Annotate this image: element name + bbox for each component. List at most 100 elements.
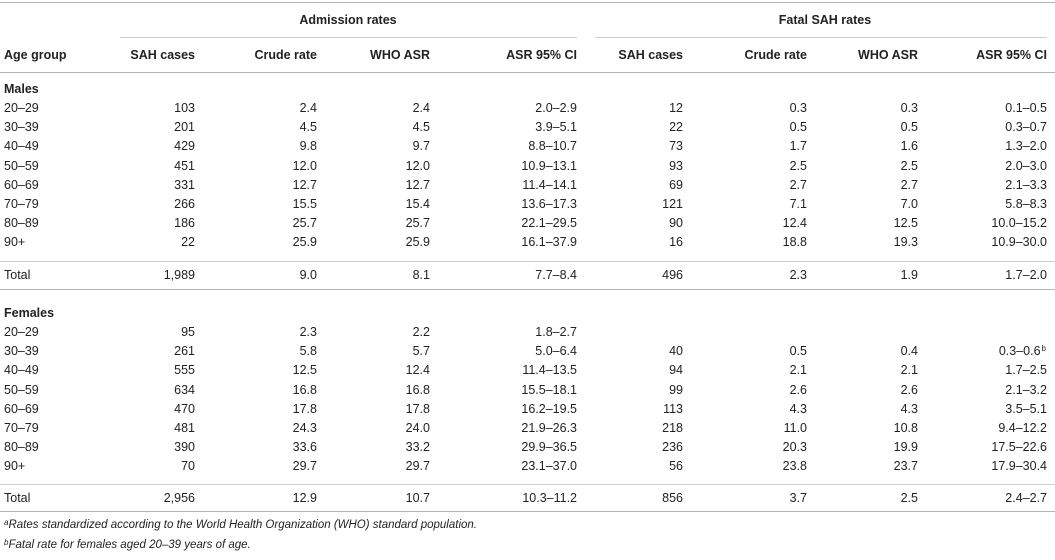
header-admission-rates: Admission rates <box>299 13 397 27</box>
fatal-asr-ci-value: 0.3–0.6b <box>999 344 1046 358</box>
fatal-who-asr-value: 0.5 <box>900 120 918 134</box>
section-bottom-rule <box>0 289 1055 290</box>
sah-cases-value: 95 <box>181 325 195 339</box>
crude-rate-value: 15.5 <box>292 197 317 211</box>
asr-ci-value: 3.9–5.1 <box>535 120 577 134</box>
fatal-asr-ci-value: 17.9–30.4 <box>991 459 1047 473</box>
fatal-asr-ci-value-text: 0.3–0.6 <box>998 344 1041 358</box>
crude-rate-value: 12.0 <box>292 159 317 173</box>
fatal-sah-cases-value: 236 <box>662 440 683 454</box>
row-label: 30–39 <box>4 344 39 358</box>
who-asr-value: 17.8 <box>405 402 430 416</box>
sah-cases-value: 481 <box>174 421 195 435</box>
footnote-b-marker: b <box>1041 344 1046 353</box>
total-fatal-crude-rate: 2.3 <box>789 268 807 282</box>
fatal-sah-cases-value: 93 <box>669 159 683 173</box>
column-header-sah-cases: SAH cases <box>130 48 195 62</box>
row-label: 70–79 <box>4 197 39 211</box>
crude-rate-value: 4.5 <box>299 120 317 134</box>
header-fatal-sah-rates: Fatal SAH rates <box>778 13 872 27</box>
fatal-asr-ci-value: 5.8–8.3 <box>1005 197 1047 211</box>
fatal-crude-rate-value: 18.8 <box>782 235 807 249</box>
fatal-sah-cases-value: 121 <box>662 197 683 211</box>
sah-cases-value: 261 <box>174 344 195 358</box>
fatal-who-asr-value: 0.3 <box>900 101 918 115</box>
crude-rate-value: 12.5 <box>292 363 317 377</box>
asr-ci-value: 5.0–6.4 <box>535 344 577 358</box>
sah-cases-value: 22 <box>181 235 195 249</box>
fatal-asr-ci-value: 0.1–0.5 <box>1005 101 1047 115</box>
column-header-asr-ci: ASR 95% CI <box>506 48 577 62</box>
column-header-fatal-crude-rate: Crude rate <box>744 48 807 62</box>
fatal-crude-rate-value: 7.1 <box>789 197 807 211</box>
fatal-asr-ci-value: 17.5–22.6 <box>991 440 1047 454</box>
fatal-who-asr-value: 7.0 <box>900 197 918 211</box>
fatal-crude-rate-value: 4.3 <box>789 402 807 416</box>
who-asr-value: 2.4 <box>412 101 430 115</box>
total-who-asr: 10.7 <box>405 491 430 505</box>
fatal-crude-rate-value: 0.5 <box>789 120 807 134</box>
asr-ci-value: 2.0–2.9 <box>535 101 577 115</box>
total-fatal-asr-ci: 2.4–2.7 <box>1005 491 1047 505</box>
data-table: Admission rates Fatal SAH rates Age group S… <box>0 2 1055 512</box>
total-crude-rate: 9.0 <box>299 268 317 282</box>
asr-ci-value: 22.1–29.5 <box>521 216 577 230</box>
crude-rate-value: 17.8 <box>292 402 317 416</box>
total-asr-ci: 7.7–8.4 <box>535 268 577 282</box>
total-asr-ci: 10.3–11.2 <box>522 491 577 505</box>
who-asr-value: 33.2 <box>405 440 430 454</box>
crude-rate-value: 2.3 <box>299 325 317 339</box>
asr-ci-value: 15.5–18.1 <box>521 383 577 397</box>
fatal-crude-rate-value: 11.0 <box>783 421 807 435</box>
sah-cases-value: 634 <box>174 383 195 397</box>
fatal-crude-rate-value: 2.1 <box>789 363 807 377</box>
fatal-asr-ci-value: 2.0–3.0 <box>1005 159 1047 173</box>
fatal-asr-ci-value: 1.3–2.0 <box>1005 139 1047 153</box>
fatal-who-asr-value: 12.5 <box>893 216 918 230</box>
asr-ci-value: 8.8–10.7 <box>528 139 577 153</box>
total-fatal-sah-cases: 496 <box>662 268 683 282</box>
fatal-crude-rate-value: 2.5 <box>789 159 807 173</box>
fatal-who-asr-value: 4.3 <box>900 402 918 416</box>
who-asr-value: 16.8 <box>405 383 430 397</box>
total-fatal-crude-rate: 3.7 <box>789 491 807 505</box>
column-header-crude-rate: Crude rate <box>254 48 317 62</box>
crude-rate-value: 25.9 <box>292 235 317 249</box>
fatal-who-asr-value: 2.7 <box>900 178 918 192</box>
fatal-asr-ci-value: 10.0–15.2 <box>991 216 1047 230</box>
fatal-sah-cases-value: 90 <box>669 216 683 230</box>
asr-ci-value: 11.4–13.5 <box>522 363 577 377</box>
crude-rate-value: 25.7 <box>292 216 317 230</box>
fatal-sah-cases-value: 22 <box>669 120 683 134</box>
column-header-fatal-sah-cases: SAH cases <box>618 48 683 62</box>
fatal-sah-cases-value: 218 <box>662 421 683 435</box>
fatal-sah-cases-value: 16 <box>669 235 683 249</box>
total-fatal-who-asr: 1.9 <box>900 268 918 282</box>
section-title-males: Males <box>4 82 39 96</box>
who-asr-value: 15.4 <box>405 197 430 211</box>
total-top-rule <box>0 261 1055 262</box>
fatal-sah-cases-value: 99 <box>669 383 683 397</box>
fatal-who-asr-value: 2.1 <box>900 363 918 377</box>
fatal-asr-ci-value: 9.4–12.2 <box>998 421 1047 435</box>
fatal-crude-rate-value: 2.6 <box>789 383 807 397</box>
row-label: 20–29 <box>4 101 39 115</box>
fatal-who-asr-value: 23.7 <box>893 459 918 473</box>
asr-ci-value: 11.4–14.1 <box>522 178 577 192</box>
admission-group-rule <box>120 37 577 38</box>
section-bottom-rule <box>0 511 1055 512</box>
fatal-sah-cases-value: 113 <box>663 402 683 416</box>
row-label: 90+ <box>4 459 26 473</box>
crude-rate-value: 12.7 <box>292 178 317 192</box>
section-title-females: Females <box>4 306 55 320</box>
asr-ci-value: 1.8–2.7 <box>535 325 577 339</box>
asr-ci-value: 16.1–37.9 <box>521 235 577 249</box>
fatal-asr-ci-value: 0.3–0.7 <box>1005 120 1047 134</box>
who-asr-value: 24.0 <box>405 421 430 435</box>
crude-rate-value: 16.8 <box>292 383 317 397</box>
sah-cases-value: 555 <box>174 363 195 377</box>
fatal-who-asr-value: 10.8 <box>893 421 918 435</box>
row-label: 60–69 <box>4 178 39 192</box>
who-asr-value: 25.7 <box>405 216 430 230</box>
sah-cases-value: 470 <box>174 402 195 416</box>
